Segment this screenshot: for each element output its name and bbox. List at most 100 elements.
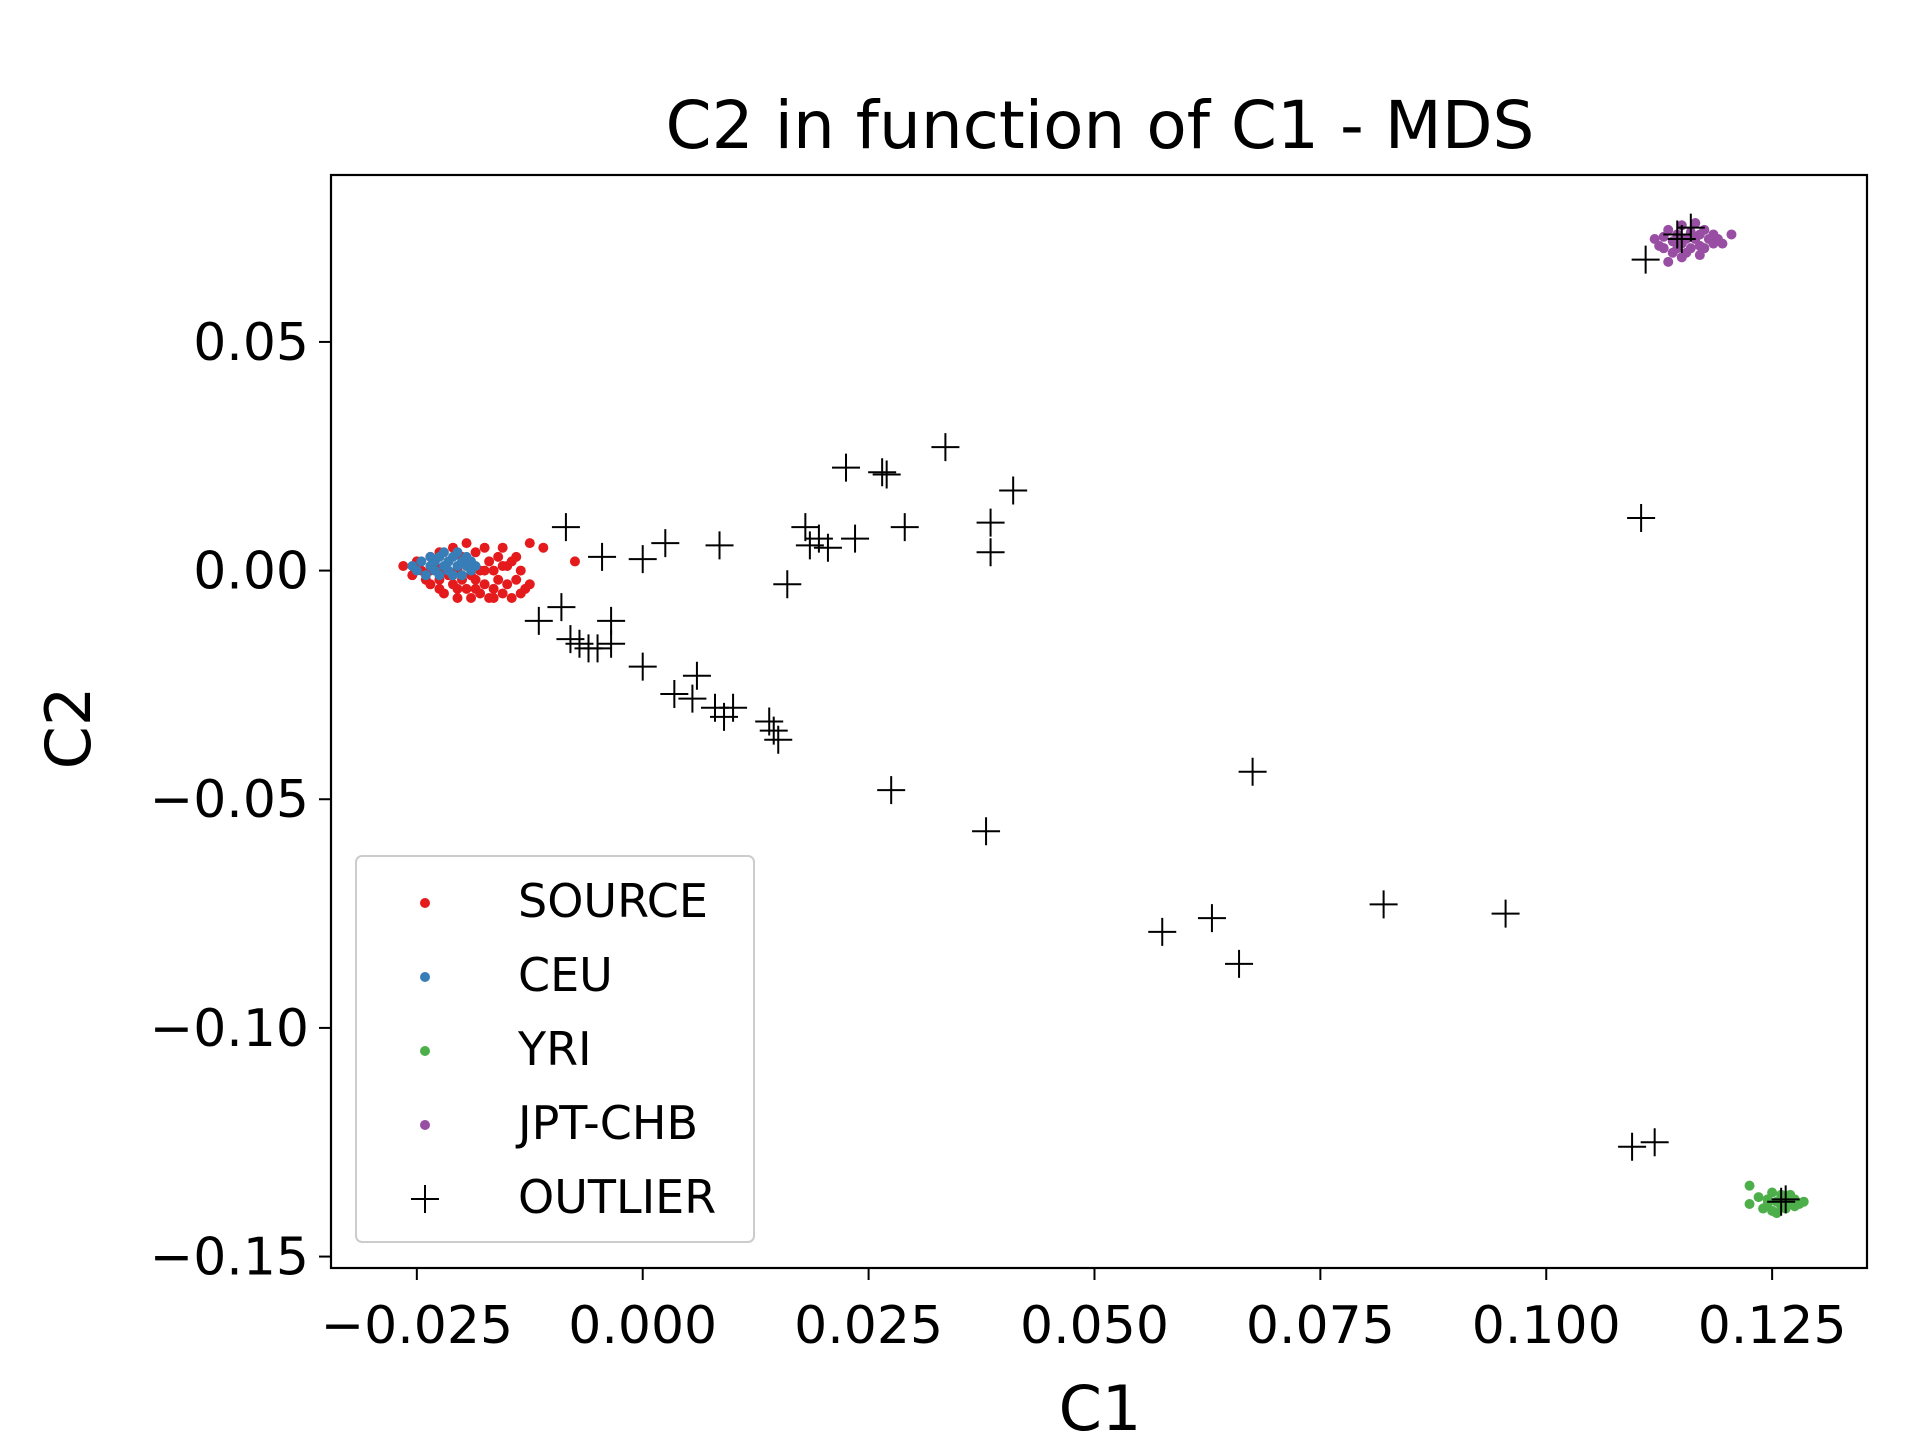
x-tick-label: 0.125	[1698, 1296, 1847, 1356]
data-point	[452, 547, 463, 558]
series-jpt-chb	[1649, 218, 1737, 267]
data-point	[524, 579, 535, 590]
outlier-point	[841, 524, 870, 553]
outlier-point	[832, 453, 861, 482]
data-point	[1762, 1198, 1773, 1209]
data-point	[1676, 252, 1687, 263]
data-point	[466, 593, 477, 604]
outlier-point	[1238, 757, 1267, 786]
outlier-point	[976, 508, 1005, 537]
series-ceu	[407, 547, 481, 581]
data-point	[497, 561, 508, 572]
data-point	[502, 579, 513, 590]
plot-area	[398, 213, 1809, 1219]
data-point	[1699, 224, 1710, 235]
data-point	[452, 583, 463, 594]
data-point	[1798, 1196, 1809, 1207]
data-point	[1690, 218, 1701, 229]
data-point	[434, 570, 445, 581]
legend-label-jpt-chb: JPT-CHB	[515, 1096, 698, 1150]
data-point	[438, 588, 449, 599]
outlier-point	[877, 776, 906, 805]
data-point	[479, 565, 490, 576]
data-point	[1717, 238, 1728, 249]
legend-label-ceu: CEU	[518, 948, 613, 1002]
y-axis-label: C2	[32, 687, 105, 770]
data-point	[1753, 1192, 1764, 1203]
outlier-point	[868, 458, 897, 487]
data-point	[488, 593, 499, 604]
outlier-point	[682, 661, 711, 690]
y-axis: 0.05 0.00 −0.05 −0.10 −0.15	[150, 313, 331, 1288]
outlier-point	[773, 570, 802, 599]
data-point	[416, 556, 427, 567]
outlier-point	[651, 529, 680, 558]
data-point	[1663, 256, 1674, 267]
outlier-point	[976, 538, 1005, 567]
x-tick-label: −0.025	[321, 1296, 513, 1356]
data-point	[493, 574, 504, 585]
data-point	[470, 547, 481, 558]
data-point	[538, 542, 549, 553]
x-axis-label: C1	[1059, 1372, 1142, 1440]
data-point	[569, 556, 580, 567]
x-tick-label: 0.075	[1246, 1296, 1395, 1356]
data-point	[493, 551, 504, 562]
data-point	[1744, 1198, 1755, 1209]
outlier-point	[1197, 904, 1226, 933]
data-point	[497, 542, 508, 553]
legend-label-source: SOURCE	[518, 874, 708, 928]
legend-marker-jpt-chb	[420, 1120, 430, 1130]
outlier-point	[1369, 890, 1398, 919]
data-point	[488, 583, 499, 594]
data-point	[461, 538, 472, 549]
outlier-point	[660, 680, 689, 709]
data-point	[1726, 229, 1737, 240]
data-point	[488, 565, 499, 576]
outlier-point	[1618, 1132, 1647, 1161]
outlier-point	[972, 817, 1001, 846]
outlier-point	[628, 545, 657, 574]
x-tick-label: 0.025	[794, 1296, 943, 1356]
data-point	[1744, 1180, 1755, 1191]
outlier-point	[1148, 917, 1177, 946]
outlier-point	[999, 476, 1028, 505]
outlier-point	[1491, 899, 1520, 928]
data-point	[470, 561, 481, 572]
data-point	[524, 538, 535, 549]
data-point	[479, 579, 490, 590]
legend-label-yri: YRI	[517, 1022, 592, 1076]
outlier-point	[551, 513, 580, 542]
outlier-point	[524, 606, 553, 635]
data-point	[506, 593, 517, 604]
outlier-point	[583, 634, 612, 663]
data-point	[457, 570, 468, 581]
outlier-point	[1640, 1128, 1669, 1157]
data-point	[1767, 1187, 1778, 1198]
outlier-point	[678, 684, 707, 713]
outlier-point	[597, 606, 626, 635]
outlier-point	[1225, 949, 1254, 978]
data-point	[470, 583, 481, 594]
x-tick-label: 0.050	[1020, 1296, 1169, 1356]
outlier-point	[872, 460, 901, 489]
legend-marker-source	[420, 898, 430, 908]
outlier-point	[813, 533, 842, 562]
data-point	[1694, 250, 1705, 261]
chart-title: C2 in function of C1 - MDS	[666, 87, 1535, 164]
legend-frame	[355, 855, 755, 1243]
data-point	[515, 588, 526, 599]
outlier-point	[628, 652, 657, 681]
data-point	[447, 570, 458, 581]
outlier-point	[791, 513, 820, 542]
legend-marker-ceu	[420, 972, 430, 982]
x-tick-label: 0.000	[568, 1296, 717, 1356]
data-point	[479, 542, 490, 553]
y-tick-label: −0.15	[150, 1228, 309, 1288]
legend-marker-outlier	[411, 1185, 439, 1213]
x-tick-label: 0.100	[1472, 1296, 1621, 1356]
data-point	[420, 570, 431, 581]
outlier-point	[1771, 1185, 1800, 1214]
